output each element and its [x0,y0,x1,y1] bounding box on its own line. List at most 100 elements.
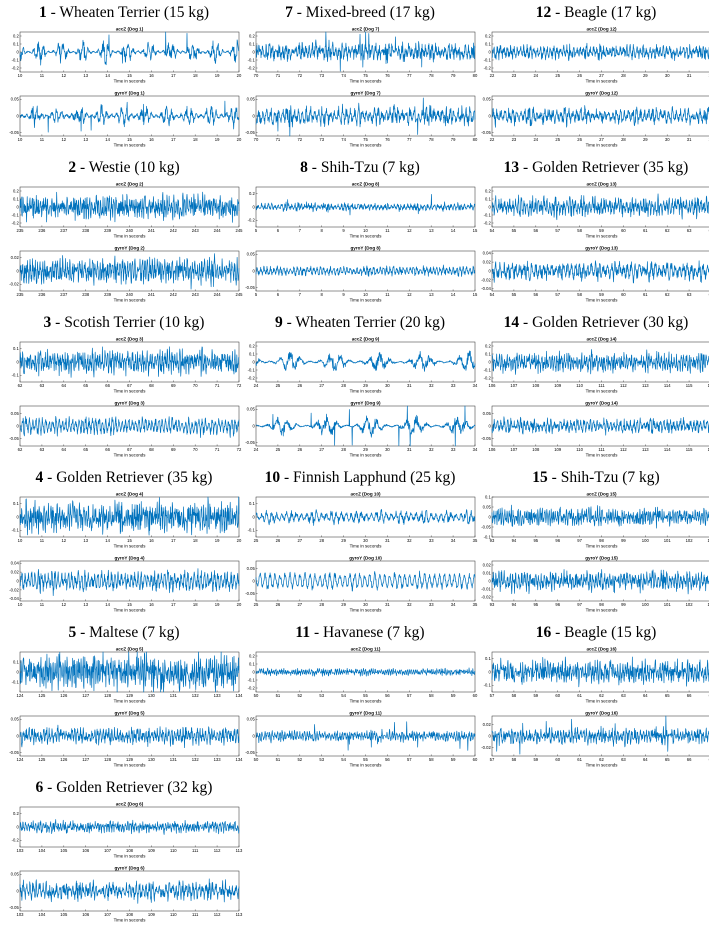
y-tick-label: 0.05 [483,411,492,416]
x-tick-label: 31 [385,538,390,543]
dog-number: 16 [535,624,552,641]
accz-plot: accZ (Dog 10) 25 26 27 28 29 30 31 32 33 34 35 -0.1 0… [242,489,478,553]
x-tick-label: 99 [621,538,626,543]
x-tick-label: 11 [385,228,390,233]
x-tick-label: 108 [532,383,540,388]
dog-number: 8 [300,159,308,176]
panel-title: gyroY (Dog 10) [349,556,382,561]
y-tick-label: -0.05 [481,524,491,529]
x-tick-label: 12 [61,602,66,607]
series-line [255,508,476,526]
x-tick-label: 24 [533,73,538,78]
series-line [19,31,240,66]
x-tick-label: 245 [236,292,244,297]
dog-number: 11 [295,624,311,641]
x-tick-label: 5 [255,228,258,233]
y-tick-label: -0.1 [248,528,256,533]
x-axis-label: Time in seconds [114,453,147,458]
x-tick-label: 26 [577,73,582,78]
x-tick-label: 235 [17,292,25,297]
panel-title: accZ (Dog 10) [350,492,381,497]
x-tick-label: 107 [510,383,518,388]
x-tick-label: 18 [193,538,198,543]
y-tick-label: 0 [252,514,255,519]
y-tick-label: 0.2 [13,33,19,38]
x-tick-label: 29 [643,73,648,78]
y-tick-label: 0 [488,578,491,583]
x-tick-label: 114 [664,447,671,452]
gyroy-plot: gyroY (Dog 14) 106 107 108 109 110 111 112 113 11… [478,398,709,462]
series-line [491,105,709,128]
x-tick-label: 29 [341,602,346,607]
x-tick-label: 111 [598,447,605,452]
panel-svg: gyroY (Dog 10) 25 26 27 28 29 30 31 32 33 34 35 -0.0… [245,556,478,613]
x-axis-label: Time in seconds [114,699,147,704]
panel-title: gyroY (Dog 12) [585,91,618,96]
x-axis-label: Time in seconds [586,143,619,148]
x-tick-label: 99 [621,602,626,607]
breed-weight: Havanese (7 kg) [323,624,425,641]
x-tick-label: 61 [577,693,582,698]
dog-panel-6: 6 - Golden Retriever (32 kg) accZ (Dog 6)… [6,777,243,933]
title-separator: - [307,159,321,176]
x-tick-label: 109 [554,447,562,452]
panel-title: gyroY (Dog 5) [114,711,145,716]
x-axis-label: Time in seconds [586,608,619,613]
x-tick-label: 17 [171,538,176,543]
y-tick-label: -0.1 [12,373,20,378]
x-tick-label: 243 [192,292,200,297]
x-tick-label: 56 [385,693,390,698]
accz-plot: accZ (Dog 13)5455565758596061626364-0.2-… [478,179,709,243]
x-tick-label: 8 [321,228,324,233]
panel-svg: gyroY (Dog 6) 103 104 105 106 107 108 109 110 111… [9,866,243,923]
x-tick-label: 70 [193,383,198,388]
gyroy-plot: gyroY (Dog 2) 235 236 237 238 239 240 241 242 243… [6,243,244,307]
x-tick-label: 241 [148,228,156,233]
x-tick-label: 74 [341,137,346,142]
dog-title: 6 - Golden Retriever (32 kg) [6,777,242,799]
dog-panel-13: 13 - Golden Retriever (35 kg) accZ (Dog 1… [478,157,709,313]
x-tick-label: 65 [83,383,88,388]
series-line [19,415,240,438]
dog-panel-16: 16 - Beagle (15 kg) accZ (Dog 16) 57 58 59 60… [478,622,709,778]
y-tick-label: 0.2 [249,33,255,38]
gyroy-plot: gyroY (Dog 12)2223242526272829303132-0.0… [478,88,709,152]
panel-title: gyroY (Dog 2) [114,246,145,251]
breed-weight: Beagle (17 kg) [564,4,657,21]
x-tick-label: 107 [104,912,112,917]
y-tick-label: 0.1 [13,196,19,201]
y-tick-label: 0.05 [483,97,492,102]
x-tick-label: 55 [363,757,368,762]
y-tick-label: 0.05 [247,407,256,412]
panel-svg: accZ (Dog 7) 70 71 72 73 74 75 76 77 78 79 80 -0.2 -0… [248,27,478,84]
x-tick-label: 134 [236,693,244,698]
x-tick-label: 13 [429,228,434,233]
y-tick-label: -0.1 [248,677,256,682]
accz-plot: accZ (Dog 12)2223242526272829303132-0.2-… [478,24,709,88]
x-tick-label: 132 [192,693,200,698]
x-tick-label: 96 [555,538,560,543]
x-tick-label: 133 [214,757,222,762]
y-tick-label: -0.1 [12,57,20,62]
y-tick-label: 0 [16,514,19,519]
panel-svg: gyroY (Dog 3) 62 63 64 65 66 67 68 69 70 71 72 -0.05… [9,401,242,458]
y-tick-label: 0 [16,888,19,893]
y-tick-label: 0 [16,113,19,118]
x-tick-label: 20 [237,538,242,543]
series-line [19,819,240,835]
x-tick-label: 63 [40,447,45,452]
title-separator: - [292,4,306,21]
gyroy-plot: gyroY (Dog 9) 24 25 26 27 28 29 30 31 32 33 34 -0.05… [242,398,478,462]
accz-plot: accZ (Dog 5) 124 125 126 127 128 129 130 131 132 1… [6,644,244,708]
y-tick-label: 0.1 [249,41,255,46]
x-tick-label: 26 [297,383,302,388]
y-tick-label: 0 [488,204,491,209]
x-tick-label: 243 [192,228,200,233]
x-axis-label: Time in seconds [114,234,147,239]
y-tick-label: 0.04 [11,561,20,566]
x-tick-label: 54 [490,228,495,233]
x-tick-label: 102 [686,538,694,543]
panel-svg: gyroY (Dog 16)5758596061626364656667-0.0… [481,711,709,768]
dog-panel-1: 1 - Wheaten Terrier (15 kg) accZ (Dog 1) 1… [6,2,242,158]
dog-number: 15 [532,469,548,486]
